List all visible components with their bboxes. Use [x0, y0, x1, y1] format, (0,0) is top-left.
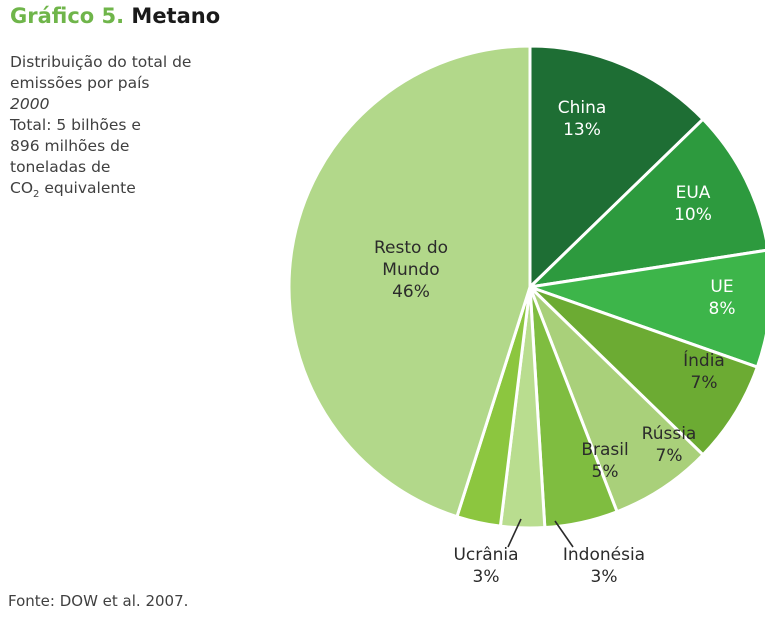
pie-slice-eua — [525, 117, 765, 290]
description-year: 2000 — [10, 95, 50, 113]
leader-line — [507, 518, 522, 548]
pie-slice-rússia — [528, 285, 706, 514]
slice-name-label: Mundo — [382, 260, 439, 280]
slice-name-label: Índia — [683, 349, 725, 371]
chart-description: Distribuição do total de emissões por pa… — [10, 52, 250, 205]
slice-name-label: UE — [710, 277, 733, 297]
figure-number: Gráfico 5. — [10, 4, 125, 28]
description-co2-line: CO2 equivalente — [10, 178, 250, 205]
description-total-line: Total: 5 bilhões e — [10, 116, 141, 134]
slice-label: Rússia 7% — [642, 424, 697, 466]
description-line: Distribuição do total de — [10, 53, 192, 71]
slice-label: Resto do Mundo 46% — [374, 238, 448, 302]
slice-name-label: EUA — [676, 183, 711, 203]
description-total-line: toneladas de — [10, 158, 111, 176]
slice-name-label: China — [558, 98, 607, 118]
slice-name-label: Rússia — [642, 424, 697, 444]
slice-name-label: Indonésia — [563, 545, 645, 565]
slice-label: Brasil 5% — [581, 440, 628, 482]
co2-suffix: equivalente — [39, 179, 136, 197]
description-total-line: 896 milhões de — [10, 137, 130, 155]
pie-slice-índia — [528, 285, 760, 457]
slice-value-label: 8% — [709, 299, 736, 319]
slice-name-label: Ucrânia — [453, 545, 518, 565]
pie-slice-china — [528, 44, 706, 291]
slice-value-label: 7% — [691, 373, 718, 393]
leader-line — [554, 520, 574, 548]
slice-value-label: 13% — [563, 120, 601, 140]
slice-label: Ucrânia 3% — [453, 545, 518, 587]
slice-label: China 13% — [558, 98, 607, 140]
slice-value-label: 5% — [592, 462, 619, 482]
pie-slice-resto-do-mundo — [287, 44, 532, 519]
slice-name-label: Resto do — [374, 238, 448, 258]
slice-value-label: 46% — [392, 282, 430, 302]
description-line: emissões por país — [10, 74, 150, 92]
slice-value-label: 3% — [473, 567, 500, 587]
slice-value-label: 7% — [656, 446, 683, 466]
co2-prefix: CO — [10, 179, 34, 197]
slice-value-label: 3% — [591, 567, 618, 587]
slice-value-label: 10% — [674, 205, 712, 225]
pie-slice-ue — [529, 249, 765, 370]
co2-subscript: 2 — [33, 189, 40, 201]
chart-title: Gráfico 5. Metano — [10, 4, 220, 28]
slice-label: Índia 7% — [683, 349, 725, 393]
figure-name: Metano — [131, 4, 221, 28]
slice-name-label: Brasil — [581, 440, 628, 460]
source-note: Fonte: DOW et al. 2007. — [8, 592, 189, 610]
slice-label: UE 8% — [709, 277, 736, 319]
slice-label: EUA 10% — [674, 183, 712, 225]
slice-label: Indonésia 3% — [563, 545, 645, 587]
